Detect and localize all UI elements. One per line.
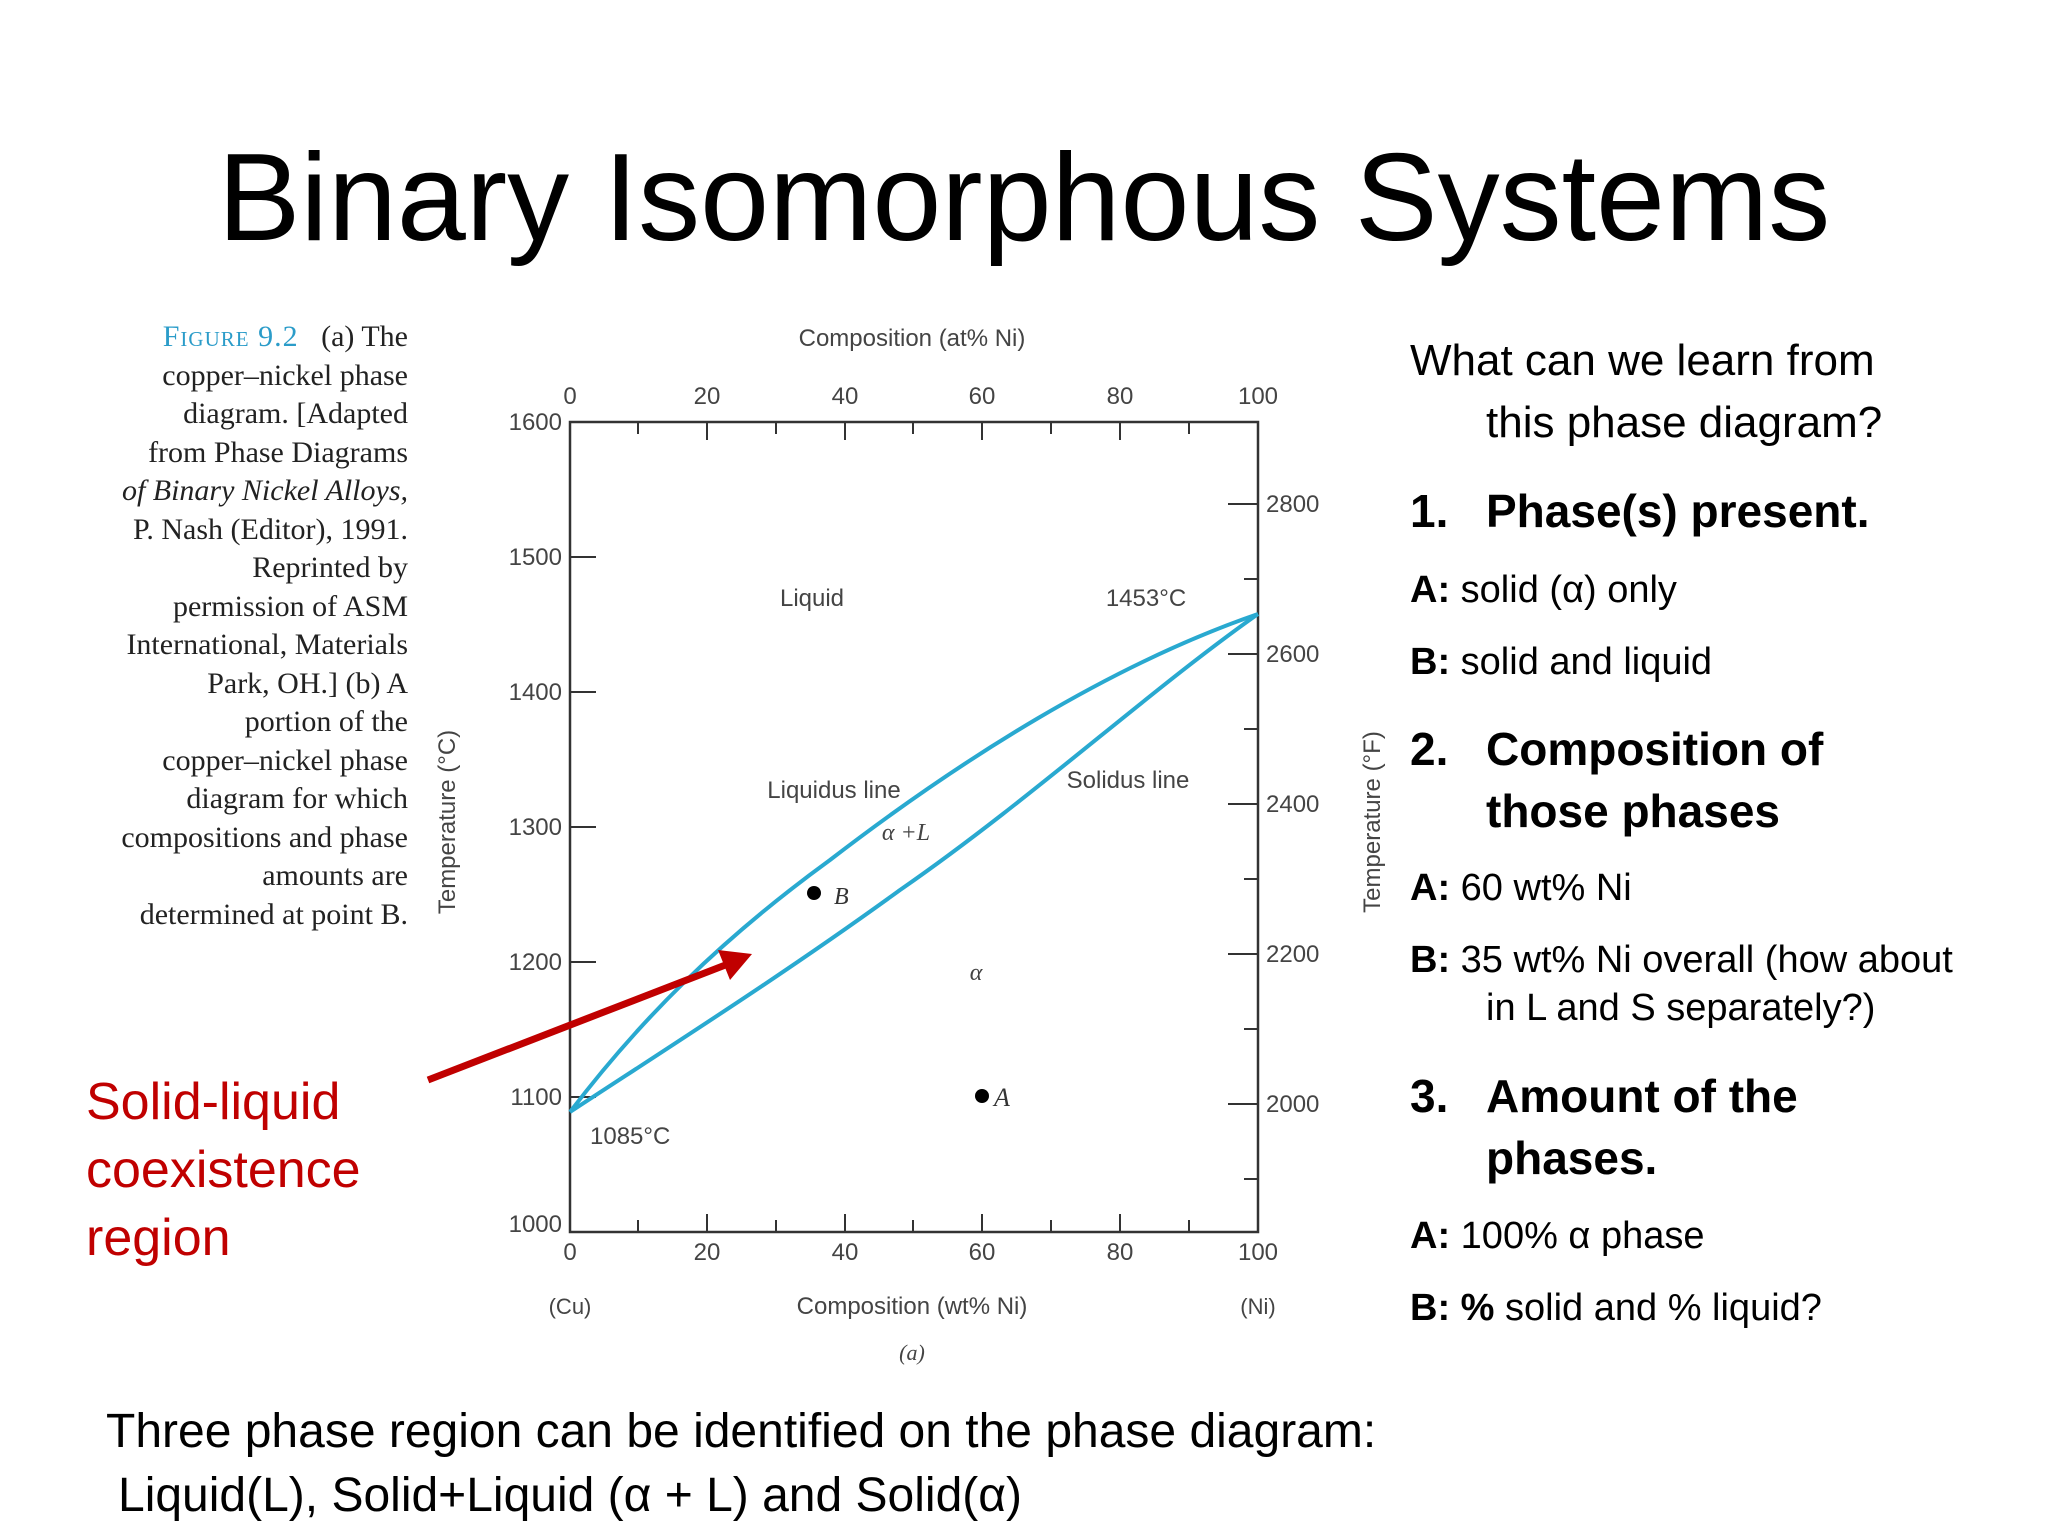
right-tick-label: 2800 (1266, 491, 1319, 518)
left-tick-label: 1500 (509, 544, 562, 571)
melting-point-ni-label: 1453°C (1106, 585, 1186, 612)
coexistence-callout: Solid-liquid coexistence region (86, 1068, 426, 1272)
bottom-tick-label: 100 (1238, 1239, 1278, 1266)
figure-caption: Figure 9.2 (a) The copper–nickel phase d… (68, 318, 408, 934)
top-tick-label: 60 (969, 383, 996, 410)
caption-line: Reprinted by (252, 551, 408, 584)
right-tick-label: 2000 (1266, 1091, 1319, 1118)
question-number: 2. (1410, 723, 1449, 775)
left-tick-label: 1600 (509, 409, 562, 436)
question-number: 3. (1410, 1070, 1449, 1122)
callout-line: region (86, 1209, 231, 1267)
bottom-tick-marks (637, 1214, 1190, 1232)
liquidus-line-label: Liquidus line (767, 777, 900, 804)
caption-line: copper–nickel phase (162, 743, 408, 777)
answer-b: B: % solid and % liquid? (1410, 1287, 1822, 1329)
point-b-marker (807, 886, 821, 900)
caption-line: Park, OH.] (b) A (207, 666, 408, 700)
question-heading: Composition of (1486, 723, 1824, 775)
question-heading: Phase(s) present. (1486, 485, 1870, 537)
caption-line: (a) The (321, 320, 408, 353)
solidus-line (568, 612, 1260, 1114)
top-axis-title: Composition (at% Ni) (799, 325, 1026, 352)
answer-a: A: 60 wt% Ni (1410, 867, 1632, 909)
caption-line: portion of the (244, 705, 408, 738)
right-tick-label: 2200 (1266, 941, 1319, 968)
answer-b-continued: in L and S separately?) (1486, 987, 1876, 1029)
region-alpha-l-label: α +L (882, 820, 930, 846)
caption-line: International, Materials (126, 628, 408, 661)
top-tick-label: 100 (1238, 383, 1278, 410)
left-axis-title: Temperature (°C) (434, 730, 461, 914)
answer-a: A: 100% α phase (1410, 1215, 1705, 1257)
question-heading: Amount of the (1486, 1070, 1798, 1122)
solidus-line-label: Solidus line (1067, 767, 1190, 794)
right-end-label: (Ni) (1240, 1294, 1275, 1319)
callout-line: coexistence (86, 1141, 361, 1199)
top-tick-label: 0 (563, 383, 576, 410)
caption-line: P. Nash (Editor), 1991. (133, 512, 408, 546)
left-end-label: (Cu) (549, 1294, 592, 1319)
question-heading: phases. (1486, 1132, 1658, 1184)
right-axis-title: Temperature (°F) (1359, 731, 1386, 913)
caption-line: from Phase Diagrams (148, 435, 408, 469)
point-a-label: A (992, 1083, 1010, 1112)
point-a-marker (975, 1089, 989, 1103)
answer-b: B: solid and liquid (1410, 641, 1713, 683)
sub-figure-label: (a) (899, 1340, 925, 1365)
answer-b: B: 35 wt% Ni overall (how about (1410, 939, 1953, 981)
left-tick-label: 1400 (509, 679, 562, 706)
callout-arrowhead (718, 950, 752, 980)
caption-line: diagram. [Adapted (183, 397, 408, 430)
caption-line: determined at point B. (139, 897, 408, 931)
caption-line: of Binary Nickel Alloys, (121, 474, 408, 507)
liquidus-line (568, 612, 1259, 1114)
bottom-tick-label: 40 (832, 1239, 859, 1266)
top-tick-marks (569, 422, 1259, 440)
bottom-axis-title: Composition (wt% Ni) (797, 1293, 1028, 1320)
caption-line: copper–nickel phase (162, 358, 408, 392)
intro-line: What can we learn from (1410, 336, 1875, 385)
caption-line: amounts are (262, 859, 408, 892)
top-tick-label: 40 (832, 383, 859, 410)
question-heading: those phases (1486, 785, 1780, 837)
melting-point-cu-label: 1085°C (590, 1123, 670, 1150)
question-number: 1. (1410, 485, 1449, 537)
slide-title: Binary Isomorphous Systems (217, 129, 1831, 267)
region-liquid-label: Liquid (780, 585, 844, 612)
callout-line: Solid-liquid (86, 1073, 341, 1131)
right-tick-label: 2600 (1266, 641, 1319, 668)
right-tick-marks (1228, 503, 1258, 1180)
left-tick-label: 1000 (509, 1211, 562, 1238)
footer-line: Three phase region can be identified on … (106, 1405, 1377, 1458)
caption-line: diagram for which (186, 782, 408, 815)
left-tick-label: 1200 (509, 949, 562, 976)
caption-line: permission of ASM (172, 589, 408, 623)
top-tick-label: 80 (1107, 383, 1134, 410)
top-tick-label: 20 (694, 383, 721, 410)
figure-label: Figure 9.2 (162, 320, 299, 353)
footer-line: Liquid(L), Solid+Liquid (α + L) and Soli… (118, 1469, 1022, 1522)
left-tick-label: 1300 (509, 814, 562, 841)
left-tick-label: 1100 (510, 1084, 562, 1111)
bottom-tick-label: 80 (1107, 1239, 1134, 1266)
caption-line: compositions and phase (121, 820, 408, 854)
point-b-label: B (834, 884, 849, 910)
callout-arrow-shaft (426, 960, 730, 1084)
region-alpha-label: α (970, 960, 983, 986)
answer-a: A: solid (α) only (1410, 569, 1677, 611)
bottom-tick-label: 0 (563, 1239, 576, 1266)
right-tick-label: 2400 (1266, 791, 1319, 818)
bottom-tick-label: 60 (969, 1239, 996, 1266)
intro-line: this phase diagram? (1486, 398, 1883, 447)
bottom-tick-label: 20 (694, 1239, 721, 1266)
